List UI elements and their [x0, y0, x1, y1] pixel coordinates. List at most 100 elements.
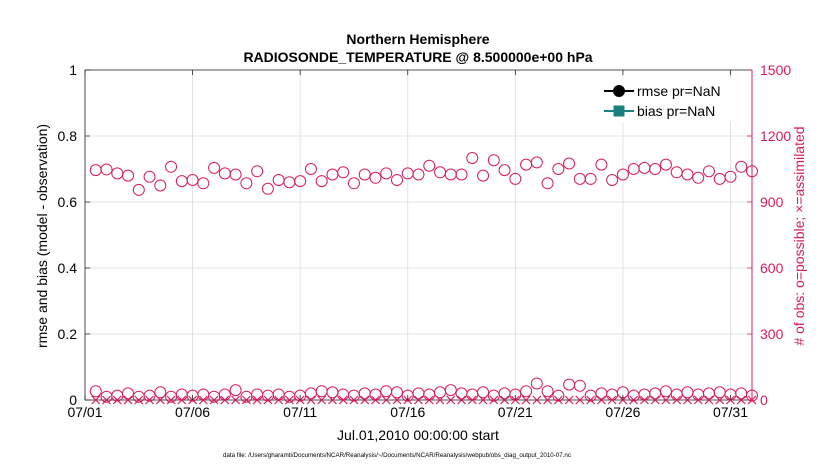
assimilated-obs-point — [306, 395, 316, 405]
possible-obs-point — [509, 172, 522, 185]
assimilated-obs-point — [284, 395, 294, 405]
possible-obs-point — [122, 387, 135, 400]
assimilated-x-stroke — [683, 395, 692, 405]
y-right-tick-label: 600 — [760, 260, 784, 276]
assimilated-x-stroke — [543, 395, 553, 405]
possible-obs-point — [380, 167, 393, 180]
assimilated-obs-point — [639, 395, 649, 405]
possible-obs-point — [100, 163, 113, 176]
assimilated-obs-point — [521, 395, 531, 405]
assimilated-x-stroke — [607, 395, 617, 405]
assimilated-x-stroke — [715, 395, 725, 405]
assimilated-obs-point — [500, 395, 509, 405]
assimilated-x-stroke — [381, 395, 391, 405]
assimilated-obs-point — [349, 395, 359, 405]
possible-obs-point — [659, 158, 672, 171]
y-right-tick-label: 0 — [760, 392, 768, 408]
possible-obs-point — [347, 177, 360, 190]
x-tick-label: 07/06 — [175, 404, 210, 420]
possible-obs-point — [132, 183, 145, 196]
possible-obs-point — [89, 385, 102, 398]
possible-obs-point — [143, 389, 156, 402]
possible-obs-point — [229, 168, 242, 181]
assimilated-x-stroke — [661, 395, 671, 405]
legend-rmse-label: rmse pr=NaN — [637, 83, 721, 99]
assimilated-x-stroke — [457, 395, 466, 405]
assimilated-x-stroke — [478, 395, 488, 405]
assimilated-obs-point — [704, 395, 714, 405]
assimilated-x-stroke — [252, 395, 262, 405]
x-tick-label: 07/16 — [390, 404, 425, 420]
footnote: data file: /Users/gharamti/Documents/NCA… — [223, 452, 571, 459]
possible-obs-point — [659, 385, 672, 398]
possible-obs-point — [466, 152, 479, 164]
assimilated-obs-point — [252, 395, 262, 405]
y-right-tick-label: 300 — [760, 326, 784, 342]
assimilated-x-stroke — [360, 395, 370, 405]
y-right-tick-label: 900 — [760, 194, 784, 210]
assimilated-obs-point — [371, 395, 380, 405]
possible-obs-point — [251, 165, 264, 178]
assimilated-x-stroke — [467, 395, 477, 405]
assimilated-obs-point — [263, 395, 273, 405]
possible-obs-point — [208, 161, 221, 174]
assimilated-obs-point — [478, 395, 488, 405]
x-tick-label: 07/21 — [498, 404, 533, 420]
possible-obs-point — [735, 160, 748, 173]
y-left-tick-label: 0.8 — [58, 128, 78, 144]
possible-obs-point — [724, 170, 737, 183]
possible-obs-point — [520, 385, 533, 398]
assimilated-obs-point — [489, 395, 499, 405]
assimilated-x-stroke — [112, 395, 122, 405]
assimilated-x-stroke — [91, 395, 101, 405]
possible-obs-point — [369, 171, 382, 184]
assimilated-x-stroke — [629, 395, 639, 405]
x-tick-label: 07/26 — [605, 404, 640, 420]
possible-obs-point — [584, 172, 597, 185]
possible-obs-point — [412, 168, 425, 181]
assimilated-x-stroke — [231, 395, 241, 405]
assimilated-x-stroke — [704, 395, 714, 405]
assimilated-obs-point — [328, 395, 337, 405]
assimilated-obs-point — [693, 395, 703, 405]
assimilated-x-stroke — [177, 395, 187, 405]
assimilated-obs-point — [596, 395, 606, 405]
legend-rmse-marker — [613, 85, 625, 97]
assimilated-obs-point — [392, 395, 402, 405]
chart-title: Northern Hemisphere — [346, 31, 489, 47]
y-left-tick-label: 0.6 — [58, 194, 78, 210]
assimilated-obs-point — [91, 395, 101, 405]
possible-obs-point — [154, 179, 167, 192]
assimilated-obs-point — [435, 395, 445, 405]
assimilated-x-stroke — [414, 395, 423, 405]
possible-obs-point — [616, 168, 629, 181]
possible-obs-point — [530, 156, 543, 169]
assimilated-x-stroke — [532, 395, 542, 405]
y-axis-right-label: # of obs: o=possible; ×=assimilated — [791, 126, 807, 345]
assimilated-x-stroke — [306, 395, 316, 405]
assimilated-obs-point — [715, 395, 725, 405]
possible-obs-point — [154, 386, 167, 399]
possible-obs-point — [563, 157, 576, 170]
assimilated-x-stroke — [349, 395, 359, 405]
assimilated-x-stroke — [166, 395, 176, 405]
assimilated-obs-point — [274, 395, 284, 405]
possible-obs-point — [143, 170, 156, 183]
legend: rmse pr=NaN bias pr=NaN — [600, 78, 734, 122]
assimilated-obs-point — [586, 395, 596, 405]
y-left-tick-label: 0 — [69, 392, 77, 408]
y-right-tick-label: 1200 — [760, 128, 791, 144]
assimilated-obs-point — [424, 395, 434, 405]
assimilated-obs-point — [575, 395, 585, 405]
possible-obs-point — [681, 168, 694, 181]
assimilated-obs-point — [629, 395, 639, 405]
assimilated-obs-point — [661, 395, 671, 405]
assimilated-obs-point — [134, 395, 144, 405]
assimilated-obs-point — [683, 395, 692, 405]
assimilated-obs-point — [209, 395, 219, 405]
assimilated-x-stroke — [392, 395, 402, 405]
possible-obs-point — [423, 159, 436, 172]
assimilated-x-stroke — [338, 395, 348, 405]
assimilated-obs-point — [446, 395, 456, 405]
